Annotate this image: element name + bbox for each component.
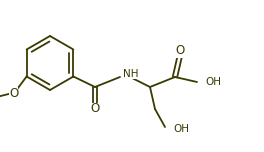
- Text: O: O: [9, 87, 18, 100]
- Text: NH: NH: [123, 69, 139, 79]
- Text: O: O: [175, 45, 185, 57]
- Text: OH: OH: [173, 124, 189, 134]
- Text: O: O: [90, 102, 100, 116]
- Text: OH: OH: [205, 77, 221, 87]
